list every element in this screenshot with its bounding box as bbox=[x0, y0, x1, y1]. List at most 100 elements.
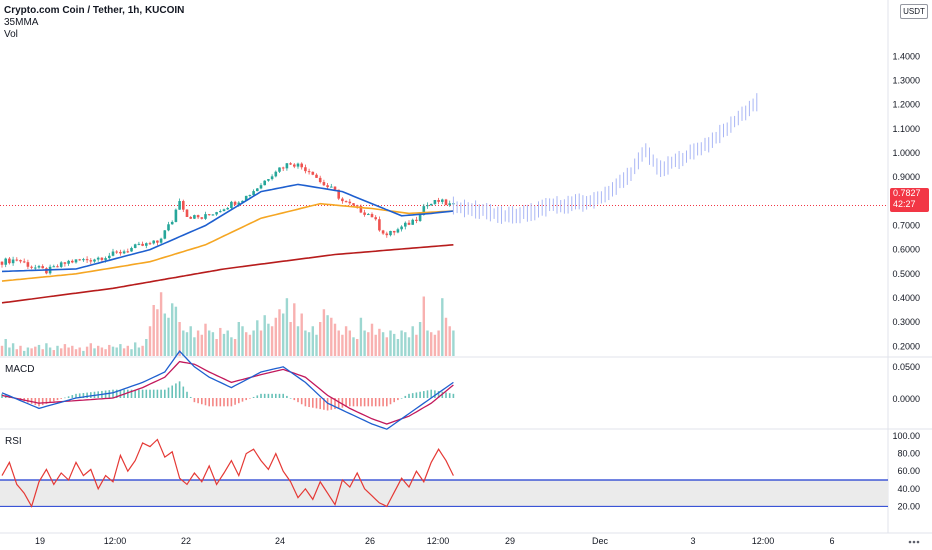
candle-body bbox=[111, 251, 115, 256]
price-tick-label: 0.9000 bbox=[892, 172, 920, 182]
volume-bar bbox=[341, 334, 344, 356]
volume-bar bbox=[426, 330, 429, 356]
macd-histogram-bar bbox=[312, 398, 314, 408]
volume-bar bbox=[34, 346, 37, 356]
time-tick-label: 29 bbox=[505, 536, 515, 546]
candle-body bbox=[263, 180, 266, 186]
candle-body bbox=[278, 167, 281, 172]
candle-body bbox=[337, 189, 340, 199]
candle-body bbox=[411, 219, 414, 225]
macd-histogram-bar bbox=[245, 398, 247, 401]
volume-bar bbox=[156, 309, 159, 356]
candle-body bbox=[8, 258, 11, 264]
volume-bar bbox=[381, 332, 385, 356]
volume-bar bbox=[182, 330, 185, 356]
candle-body bbox=[141, 243, 144, 246]
volume-bar bbox=[108, 344, 111, 356]
volume-bar bbox=[337, 330, 340, 356]
candle-body bbox=[93, 259, 96, 262]
candle-body bbox=[122, 251, 126, 254]
macd-histogram-bar bbox=[256, 395, 259, 398]
volume-bar bbox=[134, 342, 137, 356]
volume-bar bbox=[211, 332, 215, 356]
macd-histogram-bar bbox=[371, 398, 373, 407]
settings-icon[interactable] bbox=[906, 537, 922, 547]
volume-bar bbox=[97, 345, 100, 356]
candle-body bbox=[407, 222, 411, 225]
macd-histogram-bar bbox=[219, 398, 222, 407]
volume-bar bbox=[233, 339, 237, 356]
volume-bar bbox=[89, 343, 92, 356]
volume-bar bbox=[60, 348, 63, 356]
volume-bar bbox=[422, 296, 425, 356]
macd-histogram-bar bbox=[423, 391, 425, 398]
macd-histogram-bar bbox=[45, 398, 48, 404]
macd-histogram-bar bbox=[271, 393, 273, 398]
volume-bar bbox=[407, 337, 411, 356]
macd-histogram-bar bbox=[197, 398, 199, 404]
volume-bar bbox=[404, 332, 407, 356]
volume-bar bbox=[396, 339, 400, 356]
volume-bar bbox=[293, 303, 296, 356]
price-tick-label: 0.4000 bbox=[892, 293, 920, 303]
candle-body bbox=[108, 255, 111, 259]
macd-histogram-bar bbox=[204, 398, 207, 406]
candle-body bbox=[115, 251, 118, 253]
currency-button[interactable]: USDT bbox=[900, 4, 928, 19]
last-price-tag: 0.7827 42:27 bbox=[890, 188, 929, 212]
candle-body bbox=[211, 214, 215, 216]
volume-bar bbox=[441, 298, 444, 356]
macd-tick-label: 0.0500 bbox=[892, 362, 920, 372]
time-tick-label: 12:00 bbox=[752, 536, 775, 546]
macd-histogram-bar bbox=[201, 398, 203, 405]
candle-body bbox=[163, 230, 167, 239]
axes: 1.40001.30001.20001.10001.00000.90000.80… bbox=[35, 51, 920, 546]
volume-bar bbox=[319, 322, 322, 356]
volume-bar bbox=[208, 330, 211, 356]
candle-body bbox=[222, 209, 226, 212]
candle-body bbox=[437, 199, 440, 202]
candle-body bbox=[429, 203, 433, 206]
volume-bar bbox=[267, 323, 270, 356]
last-price-countdown: 42:27 bbox=[893, 199, 916, 209]
macd-histogram-bar bbox=[356, 398, 358, 407]
candle-body bbox=[448, 203, 451, 206]
macd-histogram-bar bbox=[156, 389, 159, 398]
volume-bar bbox=[437, 330, 440, 356]
candle-body bbox=[267, 179, 270, 181]
volume-bar bbox=[433, 334, 437, 356]
volume-bar bbox=[256, 320, 259, 356]
volume-bar bbox=[415, 334, 418, 356]
macd-histogram-bar bbox=[115, 389, 118, 398]
macd-histogram-bar bbox=[145, 389, 148, 398]
volume-bar bbox=[185, 332, 189, 356]
macd-histogram-bar bbox=[352, 398, 355, 407]
ma-fast-line bbox=[1, 183, 454, 273]
volume-bar bbox=[145, 339, 148, 356]
volume-bar bbox=[137, 347, 141, 356]
price-tick-label: 1.1000 bbox=[892, 124, 920, 134]
macd-histogram-bar bbox=[386, 398, 388, 407]
candle-body bbox=[182, 201, 185, 210]
candle-body bbox=[281, 167, 285, 169]
volume-bar bbox=[45, 343, 48, 356]
candle-body bbox=[341, 198, 344, 202]
candle-body bbox=[270, 176, 274, 180]
macd-histogram-bar bbox=[297, 398, 299, 403]
macd-histogram-bar bbox=[337, 398, 340, 409]
macd-histogram-bar bbox=[178, 381, 181, 398]
candle-body bbox=[37, 266, 41, 268]
projection-path bbox=[452, 93, 758, 224]
volume-bar bbox=[85, 346, 89, 356]
price-tick-label: 0.3000 bbox=[892, 317, 920, 327]
macd-histogram-bar bbox=[334, 398, 336, 410]
macd-histogram-bar bbox=[141, 389, 144, 398]
macd-histogram-bar bbox=[382, 398, 384, 407]
macd-histogram-bar bbox=[411, 393, 414, 398]
candle-body bbox=[400, 226, 403, 230]
volume-bar bbox=[119, 344, 122, 356]
candle-body bbox=[348, 201, 352, 204]
time-tick-label: 24 bbox=[275, 536, 285, 546]
volume-bar bbox=[11, 343, 15, 356]
